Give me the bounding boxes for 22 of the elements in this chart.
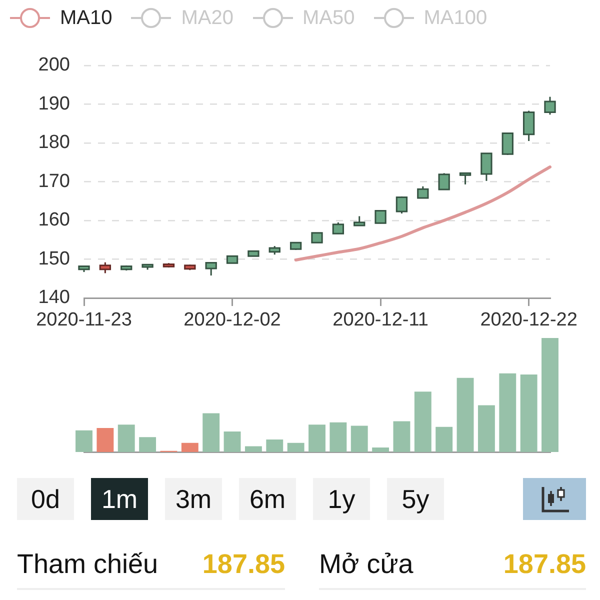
text: 187.85 (503, 548, 586, 581)
y-tick-label: 170 (38, 170, 70, 192)
y-tick-label: 180 (38, 132, 70, 154)
y-tick-label: 160 (38, 210, 70, 231)
text: 187.85 (202, 548, 285, 581)
text: Mở cửa (319, 548, 414, 581)
y-tick-label: 150 (38, 248, 70, 270)
text: Tham chiếu (17, 548, 158, 581)
time-range-button: 5y (387, 478, 444, 520)
legend-label: MA10 (60, 6, 112, 30)
x-tick-label: 2020-11-23 (36, 310, 132, 331)
x-tick-label: 2020-12-02 (184, 310, 281, 331)
time-range-button: 0d (17, 478, 74, 520)
y-tick-label: 190 (38, 93, 70, 114)
time-range-button: 6m (239, 478, 296, 520)
x-tick-label: 2020-12-11 (332, 310, 428, 331)
y-tick-label: 200 (38, 54, 70, 76)
time-range-button: 3m (165, 478, 222, 520)
y-tick-label: 140 (38, 287, 70, 308)
time-range-button: 1m (91, 478, 148, 520)
x-tick-label: 2020-12-22 (480, 310, 578, 331)
time-range-button: 1y (313, 478, 370, 520)
